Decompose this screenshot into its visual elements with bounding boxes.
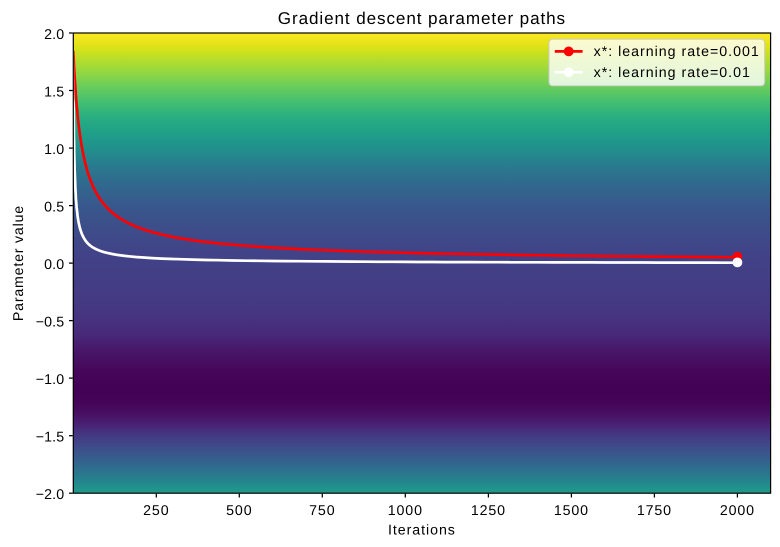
svg-text:1.5: 1.5 xyxy=(44,84,64,100)
svg-text:0.0: 0.0 xyxy=(44,257,64,273)
svg-text:1250: 1250 xyxy=(471,503,506,519)
svg-text:−1.0: −1.0 xyxy=(36,372,65,388)
svg-text:2000: 2000 xyxy=(720,503,755,519)
svg-text:750: 750 xyxy=(309,503,335,519)
svg-text:250: 250 xyxy=(143,503,169,519)
svg-text:0.5: 0.5 xyxy=(44,199,64,215)
svg-text:x*: learning rate=0.01: x*: learning rate=0.01 xyxy=(594,65,751,81)
svg-text:1.0: 1.0 xyxy=(44,142,64,158)
svg-text:Gradient descent parameter pat: Gradient descent parameter paths xyxy=(278,9,566,28)
svg-text:1500: 1500 xyxy=(554,503,589,519)
svg-text:500: 500 xyxy=(226,503,252,519)
svg-text:2.0: 2.0 xyxy=(44,27,64,43)
svg-text:1750: 1750 xyxy=(637,503,672,519)
svg-text:1000: 1000 xyxy=(388,503,423,519)
svg-text:Iterations: Iterations xyxy=(388,523,456,539)
svg-text:Parameter value: Parameter value xyxy=(11,205,27,321)
svg-text:−1.5: −1.5 xyxy=(36,430,65,446)
svg-text:−2.0: −2.0 xyxy=(36,487,65,503)
svg-text:−0.5: −0.5 xyxy=(36,314,65,330)
svg-text:x*: learning rate=0.001: x*: learning rate=0.001 xyxy=(594,44,760,60)
